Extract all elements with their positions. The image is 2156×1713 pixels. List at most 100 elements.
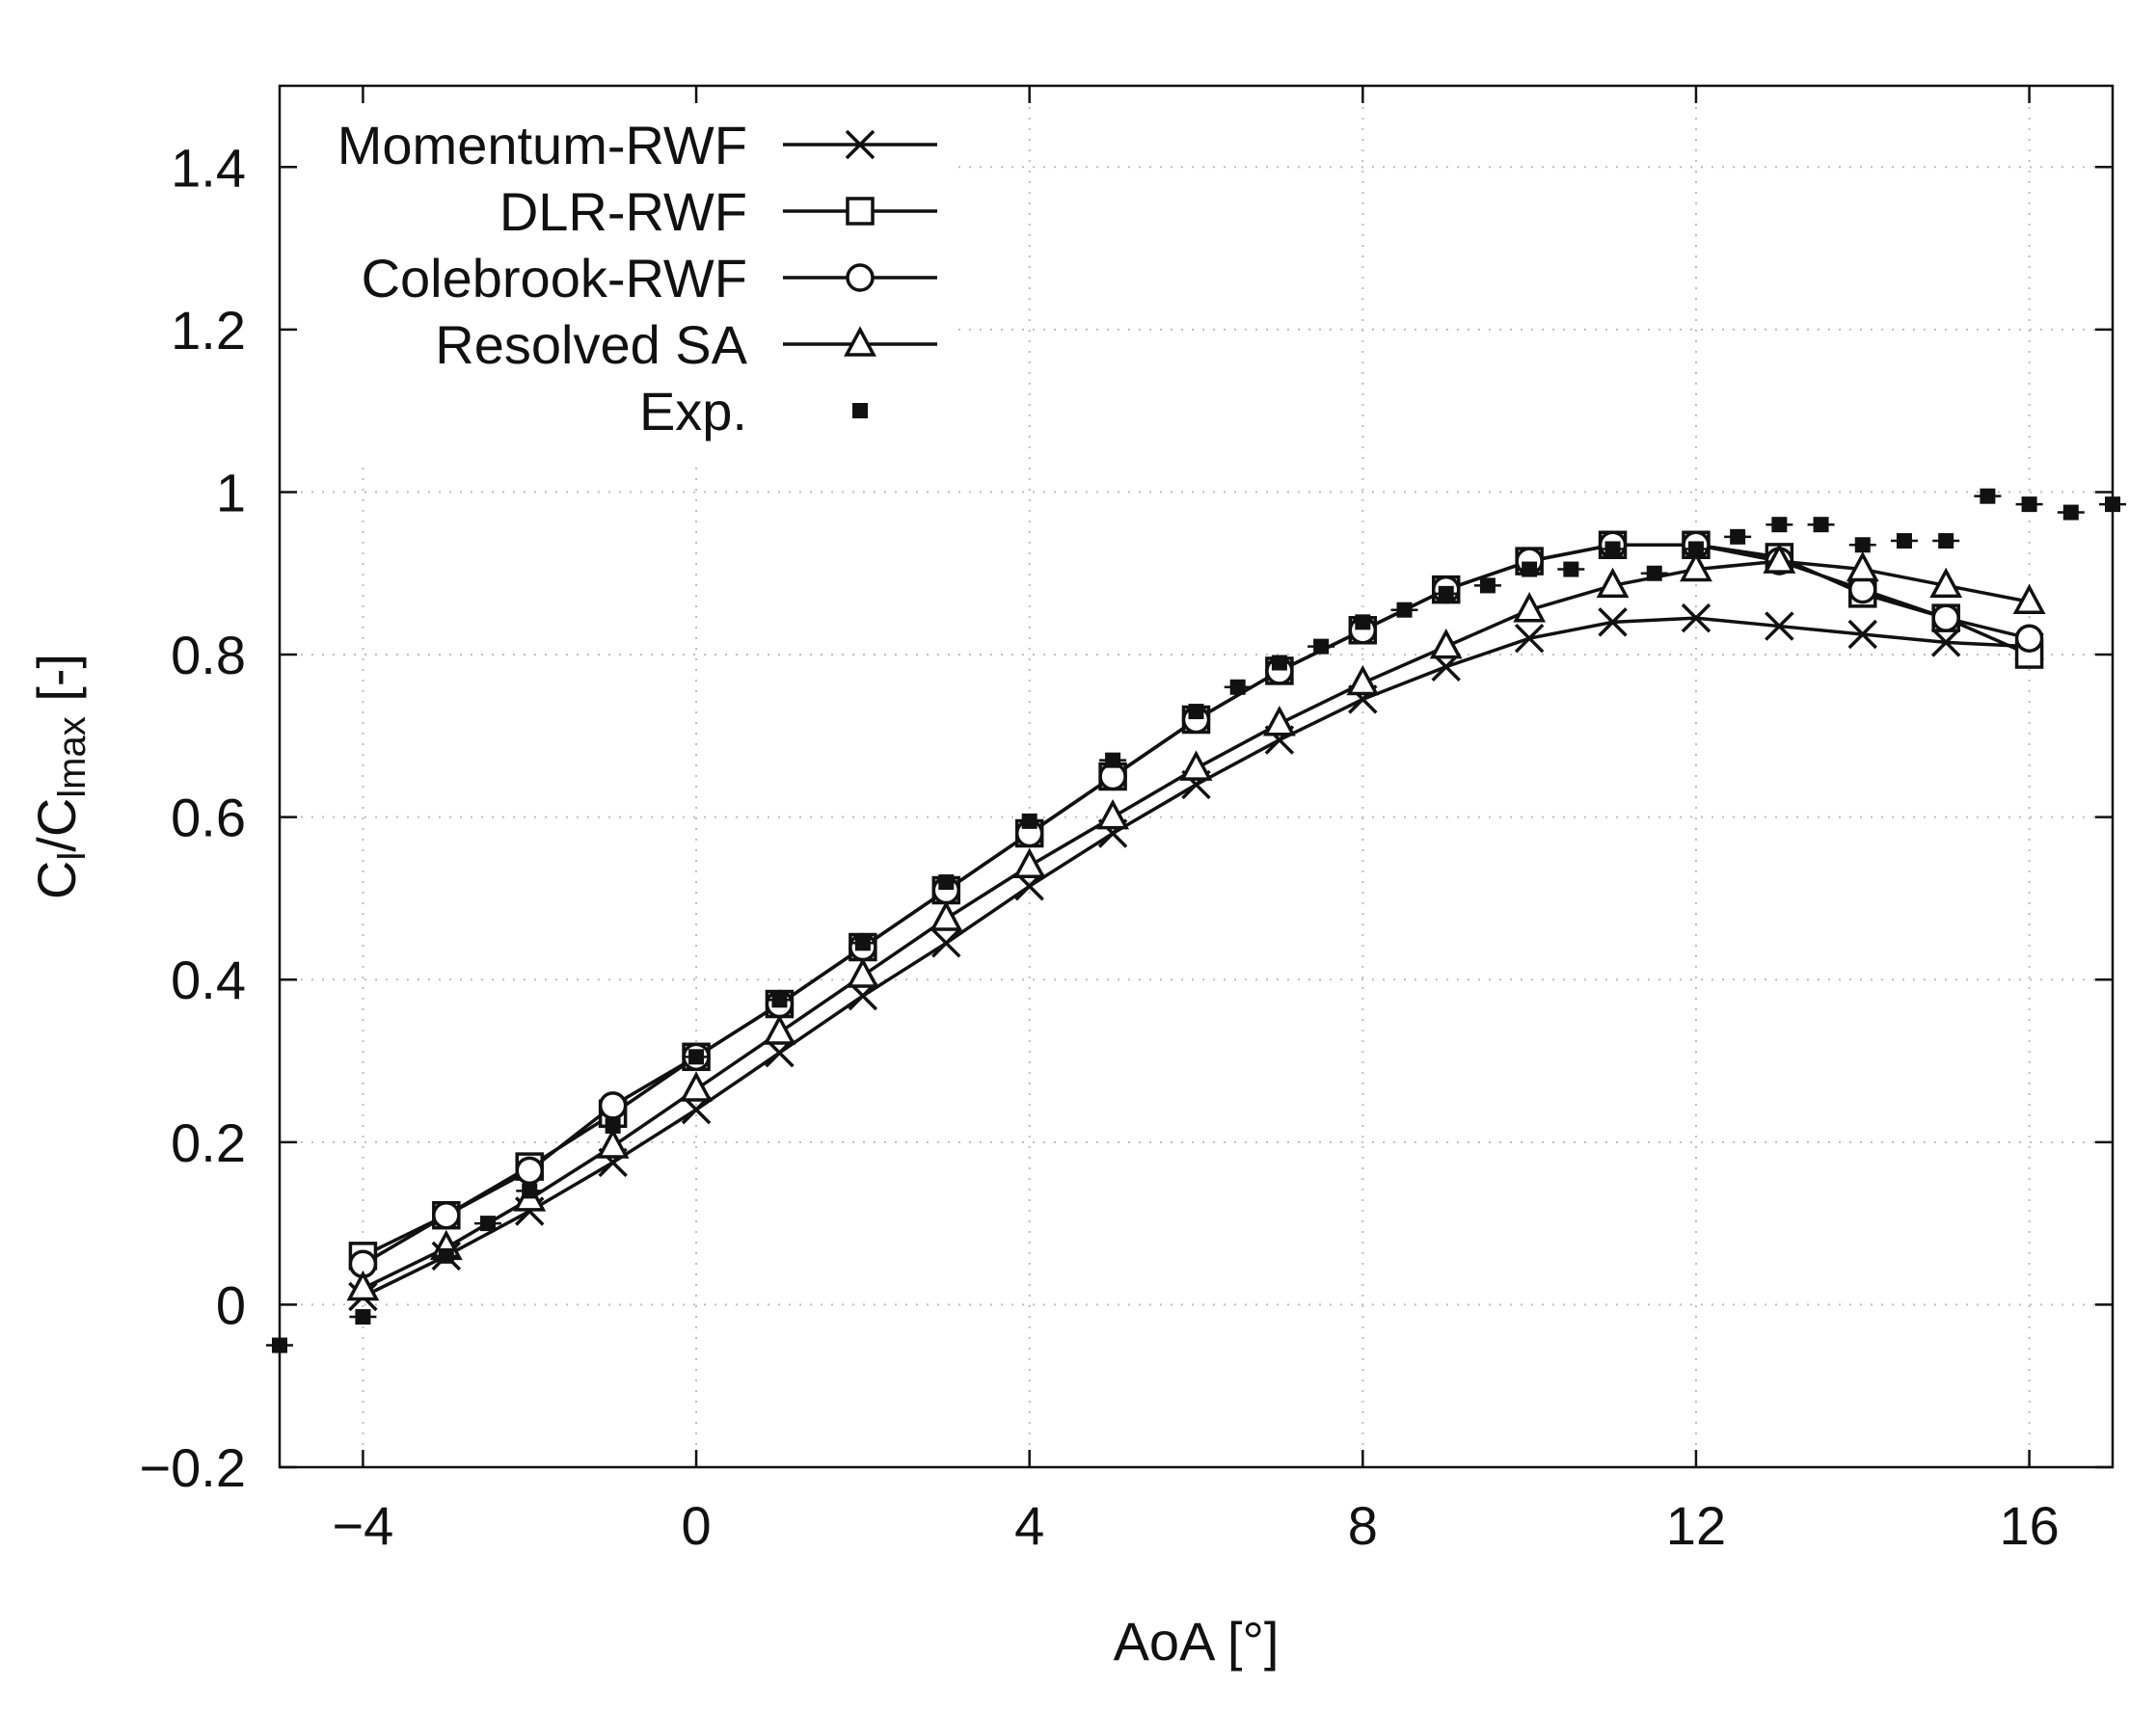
data-point-exp: [438, 1247, 454, 1264]
data-point-resolved-sa: [1429, 628, 1463, 659]
legend-entry-resolved-sa: Resolved SA: [435, 314, 937, 375]
data-point-exp: [1355, 614, 1371, 630]
data-point-exp: [1105, 752, 1121, 768]
data-point-resolved-sa: [1179, 750, 1213, 781]
series-line-resolved-sa: [362, 559, 2030, 1291]
data-point-resolved-sa: [346, 1270, 380, 1301]
legend-label-colebrook-rwf: Colebrook-RWF: [362, 248, 747, 308]
data-point-exp: [688, 1049, 705, 1065]
data-point-exp: [2021, 496, 2037, 513]
legend: Momentum-RWFDLR-RWFColebrook-RWFResolved…: [337, 115, 937, 442]
data-point-exp: [1229, 679, 1246, 695]
x-tick-label: 8: [1348, 1495, 1378, 1556]
plot-frame: [278, 84, 2115, 1469]
data-point-exp: [1854, 537, 1871, 553]
data-point-exp: [605, 1117, 621, 1134]
legend-marker-dlr-rwf: [846, 197, 875, 226]
x-axis-title: AoA [°]: [1114, 1611, 1280, 1672]
y-axis-title-mid: /C: [26, 798, 87, 852]
data-point-exp: [1980, 488, 1996, 504]
data-point-exp: [1896, 533, 1912, 549]
series-resolved-sa: [346, 543, 2046, 1301]
data-point-exp: [2062, 504, 2079, 521]
data-point-colebrook-rwf: [1931, 603, 1960, 632]
y-tick-label: 1.4: [171, 137, 246, 198]
series-exp: [266, 488, 2126, 1353]
data-point-exp: [522, 1183, 538, 1199]
data-point-colebrook-rwf: [515, 1156, 544, 1186]
series-colebrook-rwf: [348, 530, 2044, 1279]
data-point-resolved-sa: [1012, 847, 1046, 878]
data-point-exp: [480, 1216, 497, 1232]
y-tick-label: 1: [216, 462, 246, 522]
data-point-exp: [1438, 585, 1454, 602]
legend-entry-exp: Exp.: [639, 381, 868, 442]
legend-background: [283, 90, 958, 461]
y-axis-title-sub2: lmax: [51, 716, 94, 797]
data-point-colebrook-rwf: [2014, 624, 2044, 653]
legend-label-resolved-sa: Resolved SA: [435, 314, 747, 375]
data-point-exp: [1604, 541, 1621, 557]
data-point-exp: [1730, 528, 1746, 545]
data-point-exp: [1396, 602, 1413, 618]
y-axis-title: Cl/Clmax [-]: [26, 654, 94, 899]
data-point-resolved-sa: [2012, 583, 2046, 615]
data-point-momentum-rwf: [931, 928, 961, 958]
legend-marker-exp: [852, 403, 868, 418]
data-point-exp: [1563, 561, 1579, 577]
legend-marker-resolved-sa: [844, 326, 876, 357]
data-point-resolved-sa: [1763, 543, 1796, 574]
legend-entry-colebrook-rwf: Colebrook-RWF: [362, 248, 937, 308]
data-point-exp: [1771, 517, 1788, 533]
data-point-exp: [1813, 517, 1829, 533]
data-point-resolved-sa: [1096, 798, 1130, 830]
data-point-resolved-sa: [1846, 550, 1879, 582]
axis-ticks: −4 0 4 8 12 16 −0.2 0 0.2 0.4 0.6 0.8 1 1.2 1.4: [139, 86, 2113, 1556]
y-tick-label: −0.2: [139, 1437, 246, 1498]
data-point-resolved-sa: [1596, 567, 1630, 599]
legend-marker-colebrook-rwf: [846, 263, 875, 292]
data-point-exp: [854, 935, 871, 951]
y-tick-label: 0.8: [171, 625, 246, 685]
data-point-resolved-sa: [680, 1071, 713, 1102]
series-layer: [266, 488, 2126, 1353]
x-tick-label: 12: [1666, 1495, 1726, 1556]
data-point-resolved-sa: [1929, 567, 1963, 599]
x-tick-label: 0: [681, 1495, 711, 1556]
data-point-momentum-rwf: [1681, 602, 1711, 633]
y-axis-title-main: C: [26, 861, 87, 899]
data-point-exp: [1687, 541, 1704, 557]
data-point-resolved-sa: [1346, 664, 1380, 696]
legend-label-dlr-rwf: DLR-RWF: [499, 181, 747, 242]
data-point-exp: [1646, 565, 1662, 581]
data-point-resolved-sa: [1680, 550, 1712, 582]
data-point-exp: [1271, 655, 1287, 671]
data-point-momentum-rwf: [1930, 628, 1961, 657]
data-point-exp: [1522, 561, 1538, 577]
data-point-exp: [1188, 704, 1204, 720]
y-axis-title-sub1: l: [51, 852, 94, 861]
x-tick-label: −4: [332, 1495, 393, 1556]
data-point-momentum-rwf: [1598, 607, 1628, 637]
data-point-exp: [771, 992, 788, 1008]
data-point-resolved-sa: [846, 957, 879, 988]
data-point-exp: [355, 1309, 371, 1325]
data-point-resolved-sa: [1513, 592, 1547, 623]
data-point-exp: [1021, 813, 1038, 829]
legend-marker-momentum-rwf: [845, 129, 876, 160]
data-point-colebrook-rwf: [598, 1091, 628, 1120]
data-point-colebrook-rwf: [432, 1200, 461, 1230]
data-point-exp: [1479, 577, 1496, 594]
data-point-resolved-sa: [930, 900, 963, 931]
data-point-resolved-sa: [1262, 706, 1296, 736]
legend-label-exp: Exp.: [639, 381, 747, 442]
data-point-exp: [1938, 533, 1954, 549]
legend-entry-dlr-rwf: DLR-RWF: [499, 181, 937, 242]
legend-entry-momentum-rwf: Momentum-RWF: [337, 115, 937, 175]
data-point-exp: [938, 874, 955, 891]
data-point-momentum-rwf: [1765, 611, 1794, 641]
data-point-exp: [1313, 638, 1330, 655]
y-tick-label: 0: [216, 1274, 246, 1335]
y-axis-title-end: [-]: [26, 654, 87, 716]
